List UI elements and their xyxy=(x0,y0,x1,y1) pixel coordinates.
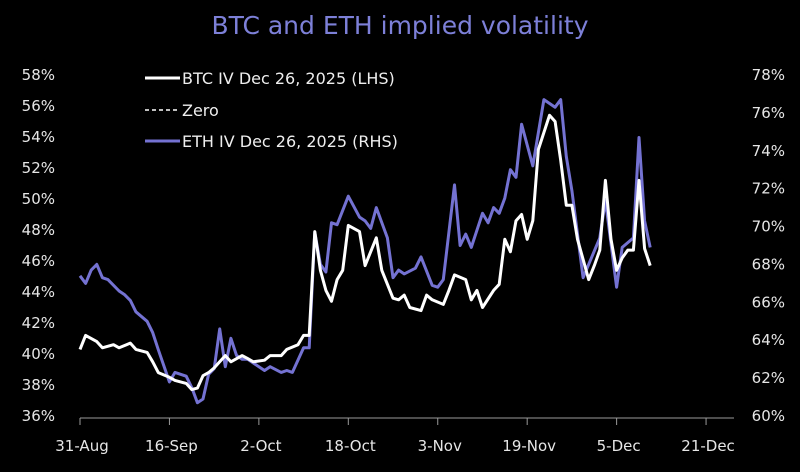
chart-title: BTC and ETH implied volatility xyxy=(211,11,588,40)
y-left-tick-label: 52% xyxy=(22,159,55,177)
y-left-tick-label: 54% xyxy=(22,128,55,146)
y-right-tick-label: 66% xyxy=(752,293,785,311)
legend: BTC IV Dec 26, 2025 (LHS) Zero ETH IV De… xyxy=(145,69,398,151)
x-tick-label: 31-Aug xyxy=(55,437,108,455)
y-right-tick-label: 76% xyxy=(752,104,785,122)
x-tick-label: 21-Dec xyxy=(681,437,735,455)
x-tick-label: 16-Sep xyxy=(145,437,198,455)
y-left-tick-label: 38% xyxy=(22,376,55,394)
x-axis: 31-Aug 16-Sep 2-Oct 18-Oct 3-Nov 19-Nov 5-Dec 2… xyxy=(55,417,735,455)
y-right-tick-label: 60% xyxy=(752,407,785,425)
y-right-tick-label: 68% xyxy=(752,255,785,273)
x-tick-label: 5-Dec xyxy=(597,437,641,455)
y-right-tick-label: 62% xyxy=(752,369,785,387)
y-right-tick-label: 74% xyxy=(752,142,785,160)
x-tick-label: 19-Nov xyxy=(502,437,556,455)
y-right-tick-label: 70% xyxy=(752,218,785,236)
y-left-tick-label: 48% xyxy=(22,221,55,239)
legend-label-btc: BTC IV Dec 26, 2025 (LHS) xyxy=(182,69,395,88)
legend-label-zero: Zero xyxy=(182,101,219,120)
y-left-tick-label: 44% xyxy=(22,283,55,301)
y-right-tick-label: 64% xyxy=(752,331,785,349)
y-left-tick-label: 46% xyxy=(22,252,55,270)
y-right-tick-label: 72% xyxy=(752,180,785,198)
btc-iv-line xyxy=(78,113,652,392)
legend-label-eth: ETH IV Dec 26, 2025 (RHS) xyxy=(182,132,398,151)
y-right-tick-label: 78% xyxy=(752,66,785,84)
y-left-tick-label: 42% xyxy=(22,314,55,332)
y-axis-left: 36% 38% 40% 42% 44% 46% 48% 50% 52% 54% 56% 58% xyxy=(22,66,55,425)
y-left-tick-label: 40% xyxy=(22,345,55,363)
y-left-tick-label: 50% xyxy=(22,190,55,208)
y-left-tick-label: 58% xyxy=(22,66,55,84)
x-tick-label: 3-Nov xyxy=(418,437,462,455)
y-axis-right: 60% 62% 64% 66% 68% 70% 72% 74% 76% 78% xyxy=(752,66,785,425)
series-lines xyxy=(78,98,652,405)
y-left-tick-label: 36% xyxy=(22,407,55,425)
x-tick-label: 18-Oct xyxy=(325,437,376,455)
y-left-tick-label: 56% xyxy=(22,97,55,115)
x-tick-label: 2-Oct xyxy=(240,437,281,455)
